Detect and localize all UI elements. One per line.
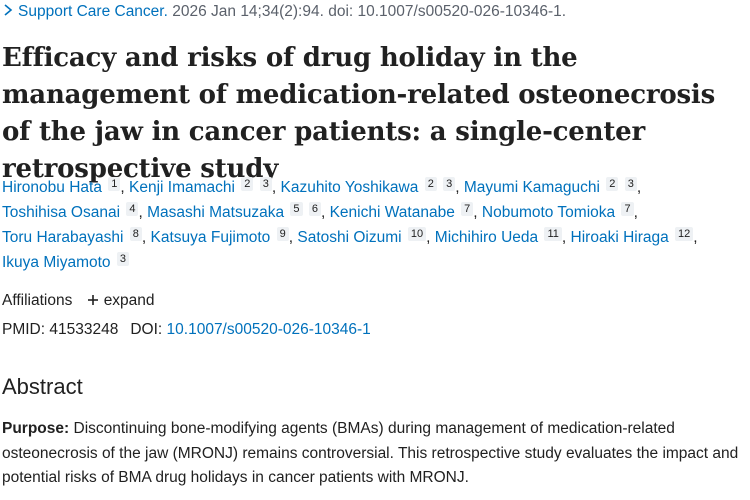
author-list: Hironobu Hata 1, Kenji Imamachi 2 3, Kaz… [2,175,750,275]
purpose-label: Purpose: [2,420,70,437]
author-name-link[interactable]: Hironobu Hata [2,179,102,196]
author-separator: , [120,179,125,196]
author-name-link[interactable]: Nobumoto Tomioka [481,204,616,221]
author-name-link[interactable]: Michihiro Ueda [434,229,539,246]
author-separator: , [271,179,277,196]
author-item: Kenji Imamachi 2 3, [129,177,277,196]
author-item: Nobumoto Tomioka 7, [481,202,638,221]
author-item: Satoshi Oizumi 10, [297,227,431,246]
affiliation-ref-button[interactable]: 4 [126,202,139,216]
author-name-link[interactable]: Masashi Matsuzaka [147,204,285,221]
author-name-link[interactable]: Hiroaki Hiraga [570,229,669,246]
expand-label: expand [103,292,155,309]
identifiers-row: PMID: 41533248 DOI: 10.1007/s00520-026-10… [2,321,371,339]
chevron-right-icon[interactable] [2,3,14,17]
author-separator: , [473,204,478,221]
author-name-link[interactable]: Kenichi Watanabe [329,204,455,221]
author-name-link[interactable]: Kazuhito Yoshikawa [280,179,419,196]
affiliation-ref-button[interactable]: 3 [259,177,272,191]
author-name-link[interactable]: Kenji Imamachi [129,179,235,196]
author-separator: , [561,229,567,246]
author-item: Kenichi Watanabe 7, [329,202,478,221]
author-separator: , [426,229,431,246]
author-item: Katsuya Fujimoto 9, [150,227,294,246]
author-name-link[interactable]: Ikuya Miyamoto [2,254,111,271]
author-item: Hironobu Hata 1, [2,177,125,196]
pmid-value: 41533248 [49,321,119,338]
author-item: Michihiro Ueda 11, [434,227,567,246]
affiliation-ref-button[interactable]: 3 [624,177,637,191]
plus-icon [87,295,98,305]
affiliation-ref-button[interactable]: 6 [308,202,321,216]
author-separator: , [320,204,326,221]
affiliation-ref-button[interactable]: 2 [606,177,619,191]
author-item: Ikuya Miyamoto 3 [2,252,129,271]
author-name-link[interactable]: Mayumi Kamaguchi [463,179,600,196]
author-name-link[interactable]: Satoshi Oizumi [297,229,402,246]
author-item: Masashi Matsuzaka 5 6, [147,202,326,221]
affiliation-ref-button[interactable]: 12 [675,227,694,241]
abstract-purpose: Purpose: Discontinuing bone-modifying ag… [2,417,750,491]
author-separator: , [693,229,698,246]
author-item: Hiroaki Hiraga 12, [570,227,698,246]
author-separator: , [636,179,642,196]
author-separator: , [138,204,143,221]
journal-link[interactable]: Support Care Cancer. [18,3,168,20]
affiliation-ref-button[interactable]: 3 [443,177,456,191]
author-name-link[interactable]: Toshihisa Osanai [2,204,121,221]
article-title: Efficacy and risks of drug holiday in th… [2,43,716,184]
affiliation-ref-button[interactable]: 8 [129,227,142,241]
author-name-link[interactable]: Katsuya Fujimoto [150,229,271,246]
affiliation-ref-button[interactable]: 5 [290,202,303,216]
doi-link[interactable]: 10.1007/s00520-026-10346-1 [166,321,371,338]
affiliation-ref-button[interactable]: 7 [621,202,634,216]
affiliation-ref-button[interactable]: 1 [108,177,121,191]
citation-line: Support Care Cancer. 2026 Jan 14;34(2):9… [2,3,566,21]
affiliation-ref-button[interactable]: 9 [276,227,289,241]
affiliation-ref-button[interactable]: 10 [407,227,427,241]
affiliation-ref-button[interactable]: 3 [116,252,129,266]
author-item: Toshihisa Osanai 4, [2,202,143,221]
author-separator: , [455,179,460,196]
affiliations-expand-button[interactable]: expand [87,292,155,309]
purpose-text: Discontinuing bone-modifying agents (BMA… [2,420,739,486]
author-name-link[interactable]: Toru Harabayashi [2,229,124,246]
affiliation-ref-button[interactable]: 2 [424,177,437,191]
affiliation-ref-button[interactable]: 2 [241,177,254,191]
affiliation-ref-button[interactable]: 11 [544,227,562,241]
affiliations-row: Affiliations expand [2,292,155,310]
affiliation-ref-button[interactable]: 7 [461,202,474,216]
author-separator: , [288,229,294,246]
abstract-heading: Abstract [2,374,83,399]
doi-label: DOI: [130,321,163,338]
author-separator: , [141,229,147,246]
pmid-label: PMID: [2,321,46,338]
affiliations-label: Affiliations [2,292,73,309]
citation-details: 2026 Jan 14;34(2):94. doi: 10.1007/s0052… [167,3,567,20]
author-item: Toru Harabayashi 8, [2,227,147,246]
author-item: Mayumi Kamaguchi 2 3, [463,177,642,196]
author-separator: , [633,204,638,221]
author-item: Kazuhito Yoshikawa 2 3, [280,177,460,196]
